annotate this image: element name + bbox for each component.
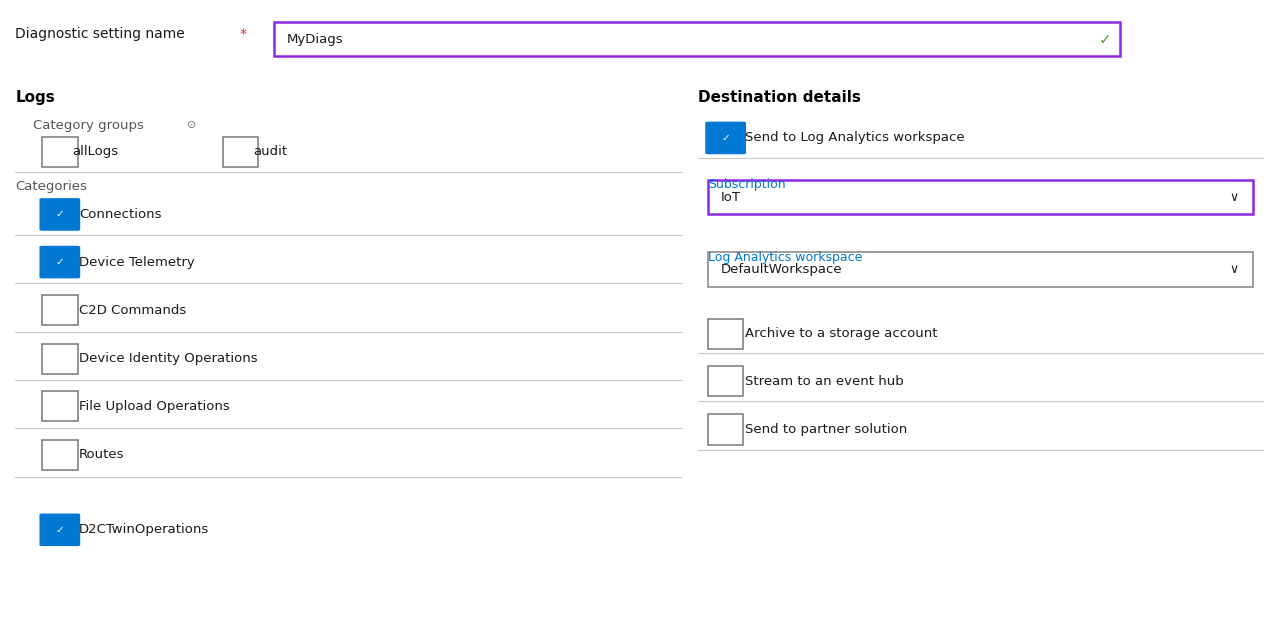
Text: Stream to an event hub: Stream to an event hub: [745, 375, 904, 387]
Text: Log Analytics workspace: Log Analytics workspace: [708, 251, 862, 263]
Text: ✓: ✓: [56, 209, 64, 219]
FancyBboxPatch shape: [42, 440, 78, 470]
Text: Diagnostic setting name: Diagnostic setting name: [15, 28, 185, 41]
Text: ✓: ✓: [56, 257, 64, 267]
FancyBboxPatch shape: [705, 122, 746, 154]
Text: audit: audit: [253, 145, 288, 158]
Text: File Upload Operations: File Upload Operations: [79, 400, 229, 413]
Text: *: *: [239, 28, 246, 41]
Text: ∨: ∨: [1228, 263, 1239, 276]
FancyBboxPatch shape: [708, 180, 1253, 214]
Text: Send to Log Analytics workspace: Send to Log Analytics workspace: [745, 132, 965, 144]
Text: ✓: ✓: [722, 133, 729, 143]
Text: ✓: ✓: [1099, 32, 1111, 46]
Text: ✓: ✓: [56, 525, 64, 535]
FancyBboxPatch shape: [42, 295, 78, 325]
FancyBboxPatch shape: [42, 391, 78, 421]
FancyBboxPatch shape: [708, 319, 743, 349]
Text: Device Identity Operations: Device Identity Operations: [79, 352, 257, 365]
Text: Connections: Connections: [79, 208, 162, 221]
FancyBboxPatch shape: [42, 137, 78, 167]
Text: allLogs: allLogs: [73, 145, 118, 158]
Text: Send to partner solution: Send to partner solution: [745, 423, 906, 436]
Text: Subscription: Subscription: [708, 178, 785, 191]
FancyBboxPatch shape: [708, 252, 1253, 287]
Text: IoT: IoT: [721, 191, 741, 204]
Text: Archive to a storage account: Archive to a storage account: [745, 327, 937, 340]
Text: ∨: ∨: [1228, 191, 1239, 204]
FancyBboxPatch shape: [39, 246, 80, 278]
Text: ⊙: ⊙: [187, 120, 196, 130]
FancyBboxPatch shape: [39, 198, 80, 231]
Text: Device Telemetry: Device Telemetry: [79, 256, 195, 268]
Text: Categories: Categories: [15, 181, 87, 193]
FancyBboxPatch shape: [274, 22, 1120, 56]
Text: Routes: Routes: [79, 448, 125, 461]
Text: Logs: Logs: [15, 90, 55, 105]
Text: Category groups: Category groups: [33, 119, 144, 132]
FancyBboxPatch shape: [39, 514, 80, 546]
Text: Destination details: Destination details: [698, 90, 861, 105]
FancyBboxPatch shape: [42, 344, 78, 374]
FancyBboxPatch shape: [708, 366, 743, 396]
Text: DefaultWorkspace: DefaultWorkspace: [721, 263, 843, 276]
Text: MyDiags: MyDiags: [286, 33, 342, 46]
FancyBboxPatch shape: [223, 137, 258, 167]
FancyBboxPatch shape: [708, 414, 743, 445]
Text: D2CTwinOperations: D2CTwinOperations: [79, 524, 209, 536]
Text: C2D Commands: C2D Commands: [79, 304, 186, 317]
